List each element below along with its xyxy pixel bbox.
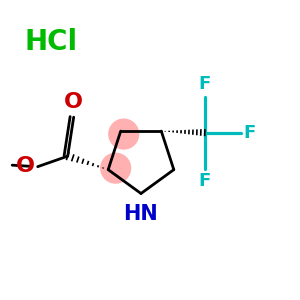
Circle shape — [100, 153, 131, 184]
Text: HCl: HCl — [24, 28, 78, 56]
Text: HN: HN — [123, 204, 158, 224]
Text: F: F — [199, 172, 211, 190]
Text: F: F — [244, 124, 256, 142]
Text: O: O — [16, 156, 35, 176]
Circle shape — [108, 118, 139, 150]
Text: F: F — [199, 75, 211, 93]
Text: O: O — [64, 92, 83, 112]
